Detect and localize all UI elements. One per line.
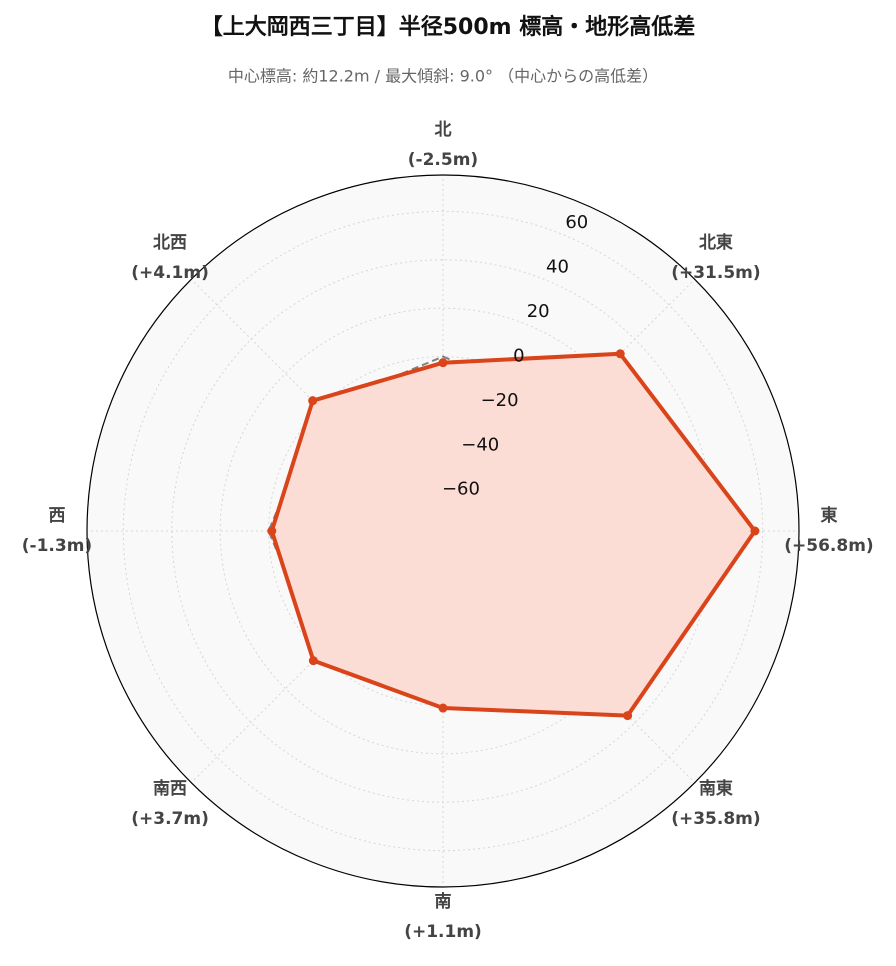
spoke [190,530,444,784]
grid-circle [122,210,764,852]
data-point [750,526,760,536]
r-tick-label: 40 [546,257,569,278]
category-label: 北 [435,120,452,140]
series-area [271,353,755,716]
category-label: 東 [821,505,838,526]
value-label: (+4.1m) [131,263,209,283]
value-label: (-1.3m) [22,536,92,556]
chart-title: 【上大岡西三丁目】半径500m 標高・地形高低差 [201,14,696,40]
category-label: 南西 [153,778,187,799]
category-label: 北西 [153,233,187,253]
category-label: 南東 [699,778,733,799]
r-tick-label: −20 [481,390,519,411]
spoke [442,278,696,532]
value-label: (+31.5m) [671,263,760,283]
value-label: (+1.1m) [404,922,482,942]
data-point [267,526,277,536]
plot-border [86,174,800,888]
chart-subtitle: 中心標高: 約12.2m / 最大傾斜: 9.0° （中心からの高低差） [228,67,658,86]
category-label: 南 [435,891,452,912]
category-label: 北東 [699,232,733,253]
r-tick-label: 0 [513,345,524,366]
r-tick-label: 60 [565,212,588,233]
data-point [308,656,318,666]
r-tick-label: 20 [527,301,550,322]
spoke [442,530,696,784]
value-label: (+3.7m) [131,809,209,829]
data-point [623,711,633,721]
data-point [438,703,448,713]
value-label: (-2.5m) [408,150,478,170]
value-label: (+56.8m) [784,536,873,556]
data-point [438,358,448,368]
r-tick-label: −60 [442,479,480,500]
spoke [190,278,444,532]
r-tick-label: −40 [461,434,499,455]
data-point [615,349,625,359]
value-label: (+35.8m) [671,809,760,829]
data-point [308,396,318,406]
category-label: 西 [49,506,66,526]
